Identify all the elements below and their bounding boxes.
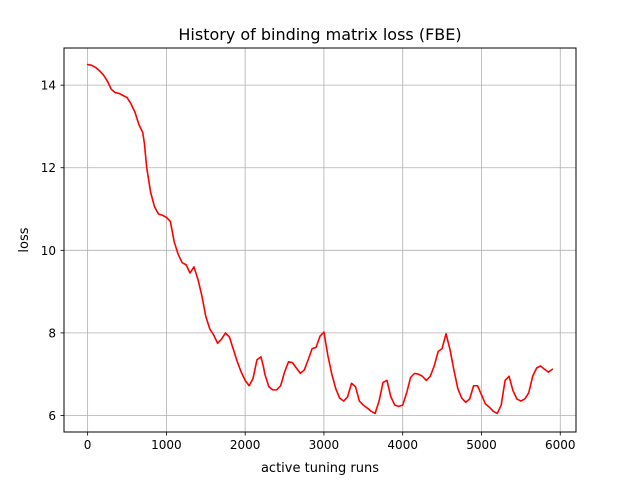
y-axis-label: loss	[17, 227, 32, 252]
y-tick-label: 12	[41, 161, 56, 175]
series-layer	[86, 63, 554, 415]
x-axis-label: active tuning runs	[261, 461, 379, 476]
x-axis: 0 1000 2000 3000 4000 5000 6000	[84, 432, 576, 452]
x-tick-label: 6000	[545, 438, 576, 452]
plot-frame	[63, 47, 577, 433]
x-tick-label: 3000	[309, 438, 340, 452]
x-tick-label: 0	[84, 438, 92, 452]
grid	[64, 48, 576, 432]
y-tick-label: 14	[41, 79, 56, 93]
series-line-0	[86, 63, 554, 415]
y-axis: 6 8 10 12 14	[41, 79, 64, 423]
y-tick-label: 10	[41, 244, 56, 258]
y-tick-label: 8	[48, 326, 56, 340]
y-tick-label: 6	[48, 409, 56, 423]
chart-title: History of binding matrix loss (FBE)	[178, 25, 461, 44]
x-tick-label: 1000	[151, 438, 182, 452]
x-tick-label: 5000	[466, 438, 497, 452]
x-tick-label: 2000	[230, 438, 261, 452]
x-tick-label: 4000	[387, 438, 418, 452]
